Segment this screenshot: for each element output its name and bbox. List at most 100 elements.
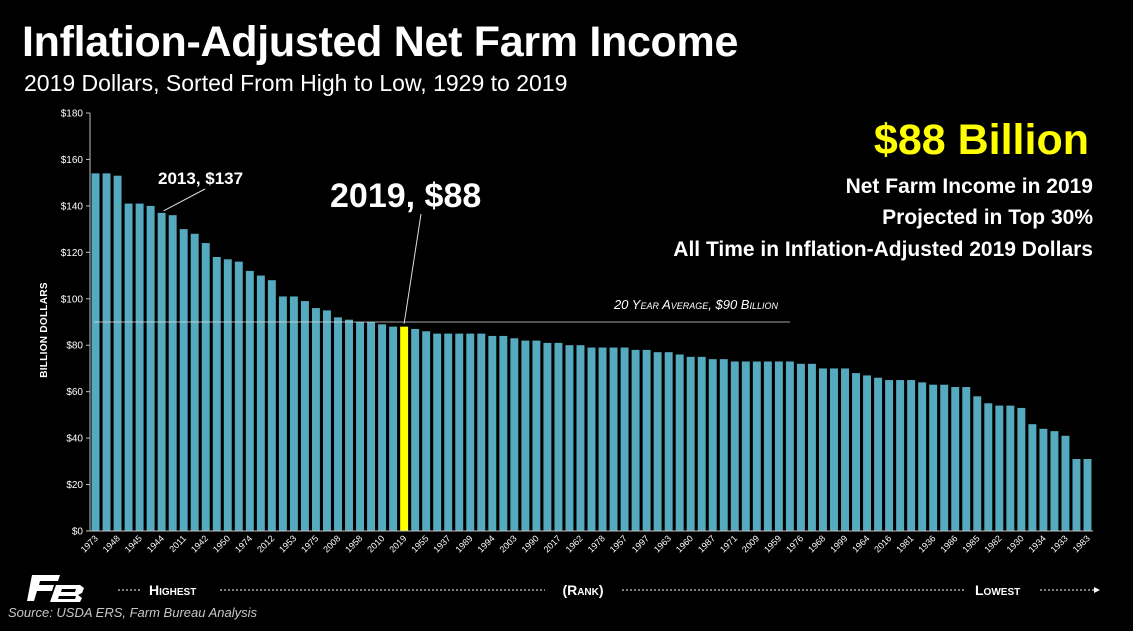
bar — [334, 317, 342, 531]
bar — [973, 396, 982, 531]
x-tick-label: 1981 — [894, 533, 915, 554]
x-tick-label: 1950 — [211, 533, 232, 554]
bar — [587, 347, 596, 531]
callout-headline: $88 Billion — [873, 116, 1089, 164]
annotation-2019: 2019, $88 — [330, 177, 481, 215]
bar — [664, 352, 673, 531]
x-tick-label: 1987 — [696, 533, 717, 554]
bar — [135, 203, 144, 531]
x-tick-label: 1971 — [718, 533, 739, 554]
x-tick-label: 1942 — [189, 533, 210, 554]
rank-label-center: (Rank) — [562, 582, 603, 598]
x-tick-label: 1974 — [233, 533, 254, 554]
x-tick-label: 1930 — [1005, 533, 1026, 554]
bar — [774, 361, 783, 531]
bar — [499, 335, 508, 531]
y-tick-label: $140 — [61, 201, 84, 212]
bar — [201, 243, 210, 532]
bar — [951, 387, 960, 531]
chart-title: Inflation-Adjusted Net Farm Income — [22, 18, 739, 66]
bar — [609, 347, 618, 531]
bar — [841, 368, 849, 531]
bar — [1039, 428, 1048, 531]
bar — [929, 384, 938, 531]
bar — [345, 319, 353, 531]
x-tick-label: 1999 — [828, 533, 849, 554]
bar — [708, 359, 717, 531]
bar — [190, 233, 199, 531]
bar — [907, 380, 916, 531]
x-tick-label: 2019 — [387, 533, 408, 554]
bar — [311, 308, 320, 531]
bar — [863, 375, 872, 531]
rank-label-lowest: Lowest — [975, 582, 1020, 598]
x-tick-label: 1968 — [806, 533, 827, 554]
bar — [157, 212, 166, 532]
x-tick-label: 1985 — [960, 533, 981, 554]
x-tick-label: 1960 — [674, 533, 695, 554]
annotation-leader-2019 — [403, 213, 422, 324]
y-axis-label: BILLION DOLLARS — [39, 282, 50, 378]
bar — [477, 333, 486, 531]
y-tick-label: $180 — [61, 109, 84, 120]
bar — [223, 259, 232, 531]
x-tick-label: 2016 — [872, 533, 893, 554]
x-tick-label: 1976 — [784, 533, 805, 554]
bar — [631, 349, 640, 531]
bar — [940, 384, 949, 531]
bar — [598, 347, 607, 531]
bar — [697, 356, 706, 531]
x-tick-label: 1948 — [101, 533, 122, 554]
bar — [466, 333, 475, 531]
bar — [830, 368, 838, 531]
x-tick-label: 1989 — [453, 533, 474, 554]
bar — [168, 215, 177, 531]
x-tick-label: 1983 — [1071, 533, 1092, 554]
bar — [124, 203, 133, 531]
average-line-label: 20 Year Average, $90 Billion — [613, 297, 779, 312]
bar — [818, 368, 827, 531]
bar — [620, 347, 629, 531]
bar — [278, 296, 287, 531]
bar — [807, 363, 816, 531]
bar — [653, 352, 662, 531]
bar — [289, 296, 298, 531]
y-tick-label: $0 — [72, 527, 84, 538]
bar — [455, 333, 464, 531]
bar — [1028, 424, 1037, 531]
bar — [323, 310, 331, 531]
bar — [874, 377, 883, 531]
x-tick-label: 1937 — [431, 533, 452, 554]
bar — [1072, 459, 1081, 531]
x-tick-label: 1957 — [608, 533, 629, 554]
bar — [300, 301, 309, 531]
bar — [532, 340, 541, 531]
y-tick-label: $100 — [61, 294, 84, 305]
bar — [730, 361, 739, 531]
x-tick-label: 1994 — [475, 533, 496, 554]
bar-highlight — [400, 326, 409, 531]
x-tick-label: 1936 — [916, 533, 937, 554]
bar — [686, 356, 695, 531]
x-tick-label: 1934 — [1027, 533, 1048, 554]
x-tick-label: 1945 — [123, 533, 144, 554]
x-tick-label: 1962 — [564, 533, 585, 554]
y-tick-label: $20 — [66, 480, 83, 491]
bar — [576, 345, 585, 531]
bar — [356, 322, 365, 531]
farm-bureau-logo-icon — [27, 575, 84, 602]
bar — [918, 382, 927, 531]
x-tick-label: 2003 — [498, 533, 519, 554]
bar — [1017, 407, 1026, 531]
y-axis: $0 $20 $40 $60 $80 $100 $120 $140 $160 $180 — [61, 109, 91, 538]
x-tick-label: 2010 — [365, 533, 386, 554]
bar — [896, 380, 905, 531]
bar — [984, 403, 993, 531]
bar — [179, 229, 188, 532]
bar — [444, 333, 453, 531]
bar — [763, 361, 772, 531]
bar — [675, 354, 684, 531]
bar — [433, 333, 442, 531]
bar — [422, 331, 431, 531]
